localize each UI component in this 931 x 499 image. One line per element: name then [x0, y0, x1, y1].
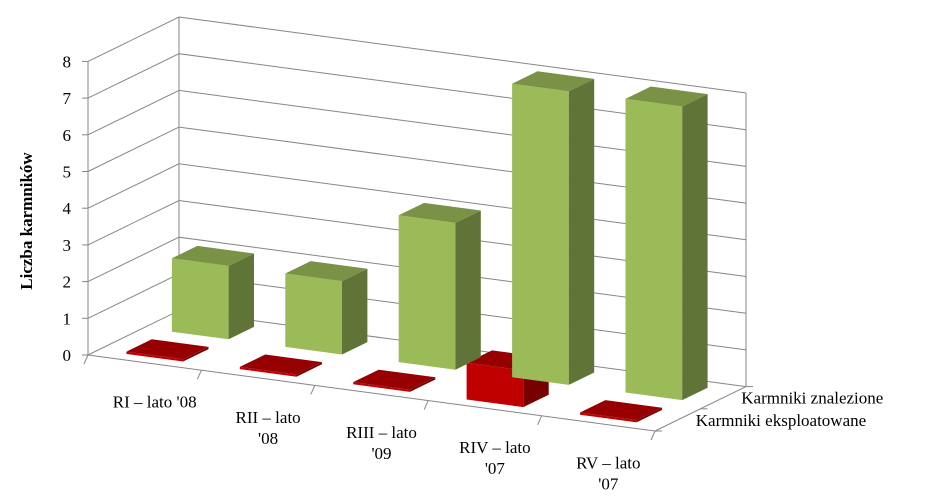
- y-tick-label: 3: [63, 236, 72, 255]
- x-tick: [310, 385, 316, 395]
- bar-side: [183, 346, 209, 362]
- x-tick: [83, 354, 89, 365]
- x-tick-label: '07: [485, 459, 506, 478]
- y-tick-label: 2: [63, 273, 72, 292]
- bar: [239, 354, 322, 377]
- bar-front: [239, 366, 297, 377]
- bar: [285, 261, 368, 355]
- bar-top: [580, 400, 663, 421]
- bar-front: [466, 362, 524, 408]
- bar-top: [625, 86, 708, 107]
- bar-front: [126, 351, 184, 362]
- bar-front: [353, 382, 410, 392]
- y-tick-label: 8: [63, 52, 72, 71]
- y-tick-label: 4: [63, 199, 72, 218]
- x-tick: [423, 400, 429, 410]
- bars: [126, 71, 708, 423]
- bar-top: [171, 245, 254, 266]
- bar-side: [636, 407, 663, 423]
- x-tick-label: RIV – lato: [459, 438, 530, 457]
- y-tick-label: 6: [63, 126, 72, 145]
- series-label: Karmniki znalezione: [741, 389, 883, 408]
- y-tick-label: 5: [63, 163, 72, 182]
- y-tick-label: 7: [63, 89, 72, 108]
- bar-top: [285, 261, 368, 282]
- bar-side: [228, 253, 254, 340]
- x-tick-label: RV – lato: [576, 453, 640, 472]
- bar-side: [682, 94, 708, 401]
- labels: 0 1 2 3 4 5 6 7 8 RI – lato '08 RII – lato '08 RIII …: [63, 52, 884, 493]
- bar-front: [171, 258, 229, 340]
- bar-front: [512, 83, 569, 385]
- y-tick-label: 0: [63, 346, 72, 365]
- bar-side: [455, 210, 481, 370]
- bar-front: [398, 215, 456, 370]
- axes: [82, 60, 753, 441]
- bar-front: [580, 412, 637, 423]
- bar-side: [342, 268, 368, 355]
- x-axis-line: [87, 354, 656, 432]
- bar: [353, 369, 436, 392]
- bar: [171, 245, 254, 340]
- y-tick-label: 1: [63, 309, 72, 328]
- y-axis-title: Liczba karmników: [17, 152, 36, 290]
- bar-top: [398, 202, 481, 223]
- bar-side: [409, 377, 436, 392]
- series-label: Karmniki eksploatowane: [696, 411, 866, 430]
- x-tick-label: '09: [371, 444, 391, 463]
- bar: [625, 86, 708, 401]
- bar: [126, 339, 209, 362]
- x-tick-label: '08: [258, 429, 278, 448]
- bar: [580, 400, 663, 423]
- bar-side: [296, 362, 322, 377]
- bar-front: [285, 273, 342, 355]
- bar: [398, 202, 481, 370]
- bar-top: [239, 354, 322, 375]
- x-tick-label: RIII – lato: [346, 423, 417, 442]
- bar-top: [353, 369, 436, 390]
- x-tick: [537, 415, 543, 426]
- bar-front: [625, 98, 683, 401]
- bar-top: [512, 71, 595, 92]
- x-tick: [196, 369, 202, 380]
- bar-side: [568, 78, 595, 385]
- x-tick-label: RI – lato '08: [113, 393, 197, 412]
- bar: [512, 71, 595, 385]
- x-tick-label: '07: [598, 474, 619, 493]
- x-tick-label: RII – lato: [236, 408, 301, 427]
- bar-top: [126, 339, 209, 360]
- x-tick: [650, 430, 656, 441]
